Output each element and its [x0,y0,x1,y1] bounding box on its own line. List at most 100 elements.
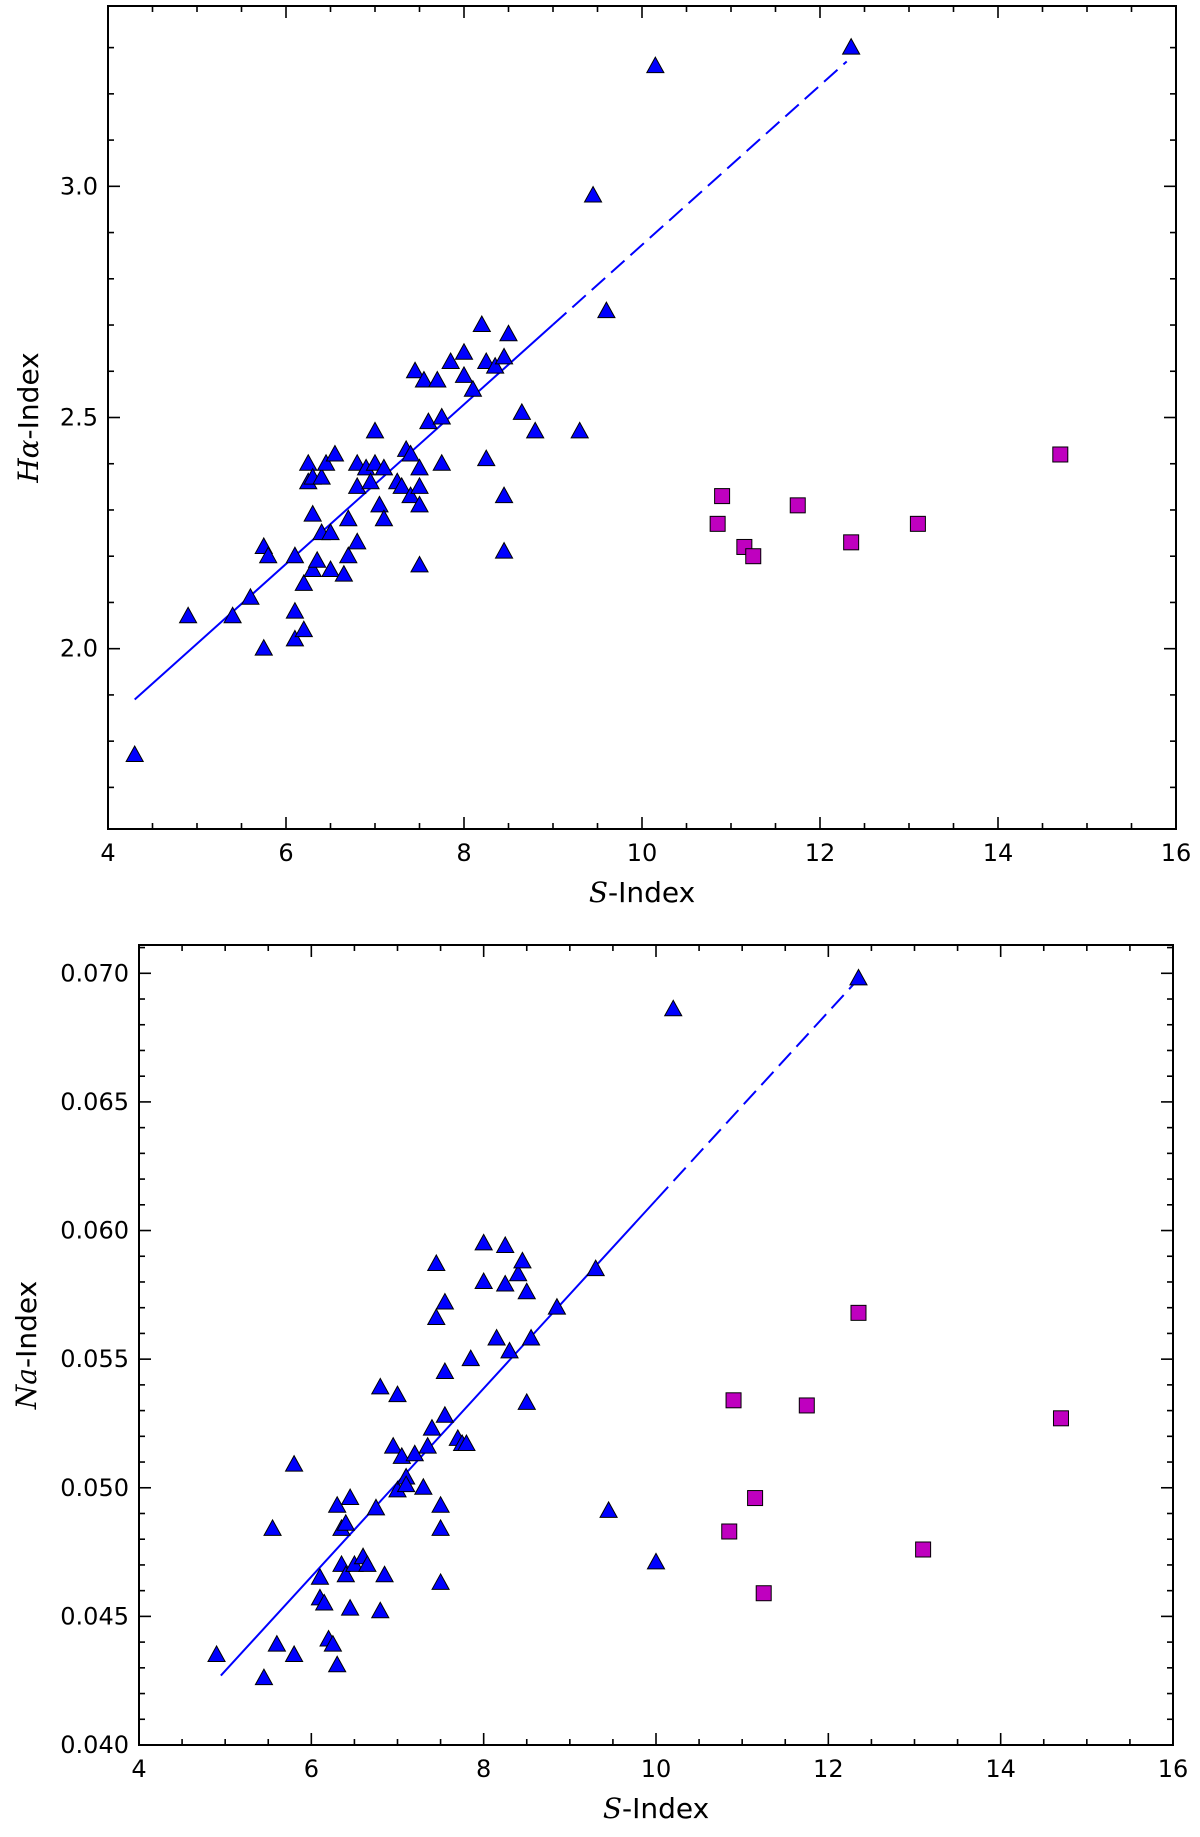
triangle-point [321,523,340,541]
triangle-point [495,1235,515,1253]
triangle-point [338,546,358,564]
triangle-point [454,365,474,383]
triangle-point [303,504,323,522]
triangle-point [340,1488,360,1506]
triangle-point [254,1668,274,1686]
triangle-point [461,1349,481,1367]
triangle-point [441,351,461,369]
triangle-point [841,37,861,55]
fit-line-solid [220,1199,657,1677]
square-point [1052,446,1069,463]
square-point [909,515,926,532]
triangle-point [325,444,345,462]
x-tick-label: 14 [985,1755,1016,1783]
triangle-point [401,486,420,504]
triangle-point [487,1328,506,1346]
triangle-point [336,1513,356,1531]
triangle-point [431,1495,450,1513]
triangle-point [357,1554,377,1572]
y-tick-label: 2.5 [60,404,98,432]
triangle-point [435,1292,455,1310]
square-point [709,515,726,532]
triangle-point [525,421,545,439]
triangle-point [334,564,354,582]
y-axis-label: Hα-Index [12,352,45,484]
triangle-point [474,1271,494,1289]
triangle-point [476,449,496,467]
triangle-point [347,453,367,471]
triangle-point [241,587,260,605]
triangle-point [316,453,336,471]
triangle-point [454,342,474,360]
triangle-point [495,1274,515,1292]
y-axis-label-symbol: Na [10,1368,43,1410]
triangle-point [340,1598,360,1616]
triangle-point [323,1634,343,1652]
y-tick-label: 0.055 [60,1345,129,1373]
x-tick-label: 4 [100,839,115,867]
y-tick-label: 0.050 [60,1474,129,1502]
triangle-point [366,1498,386,1516]
triangle-point [663,999,683,1017]
x-tick-label: 14 [983,839,1014,867]
triangle-point [599,1500,619,1518]
triangle-point [338,509,358,527]
x-axis-label: S-Index [603,1792,709,1825]
x-tick-label: 16 [1158,1755,1189,1783]
triangle-point [374,458,394,476]
triangle-point [312,467,331,485]
fit-line-dashed [552,60,848,326]
triangle-point [178,606,198,624]
square-point [721,1523,738,1540]
square-point [843,534,860,551]
fit-line-dashed [655,982,855,1201]
x-tick-label: 10 [627,839,658,867]
y-tick-label: 0.045 [60,1602,129,1630]
triangle-point [361,472,380,490]
triangle-point [263,1518,282,1536]
triangle-point [310,1567,330,1585]
triangle-point [431,1572,450,1590]
y-tick-label: 3.0 [60,172,98,200]
triangle-point [570,421,590,439]
y-tick-label: 2.0 [60,635,98,663]
triangle-point [646,1552,666,1570]
triangle-point [410,458,429,476]
triangle-point [294,573,314,591]
square-point [714,488,731,505]
x-tick-label: 6 [304,1755,319,1783]
x-tick-label: 4 [131,1755,146,1783]
triangle-point [494,347,514,365]
square-point [747,1490,764,1507]
y-tick-label: 0.065 [60,1088,129,1116]
triangle-point [435,1361,455,1379]
triangle-point [388,1385,407,1403]
triangle-point [586,1259,606,1277]
x-axis-label: S-Index [589,876,695,909]
triangle-point [849,968,868,986]
triangle-point [583,185,603,203]
square-point [755,1585,772,1602]
triangle-point [418,1436,438,1454]
triangle-point [285,601,305,619]
triangle-point [383,1436,403,1454]
square-point [1052,1410,1069,1427]
triangle-point [463,379,483,397]
triangle-point [375,1565,394,1583]
x-tick-label: 8 [476,1755,491,1783]
triangle-point [285,546,305,564]
triangle-point [476,351,496,369]
triangle-point [645,56,665,74]
x-tick-label: 10 [641,1755,672,1783]
triangle-point [284,1644,304,1662]
triangle-point [432,453,452,471]
triangle-point [258,546,278,564]
x-tick-label: 8 [456,839,471,867]
triangle-point [267,1634,287,1652]
triangle-point [347,476,367,494]
panel-bottom-na-vs-s: 4 6 8 10 12 14 16 0.040 0.045 0.050 0.055 0.060 0.06… [10,944,1189,1825]
square-point [745,548,762,565]
triangle-point [347,532,367,550]
triangle-point [336,1565,356,1583]
triangle-point [419,412,438,430]
